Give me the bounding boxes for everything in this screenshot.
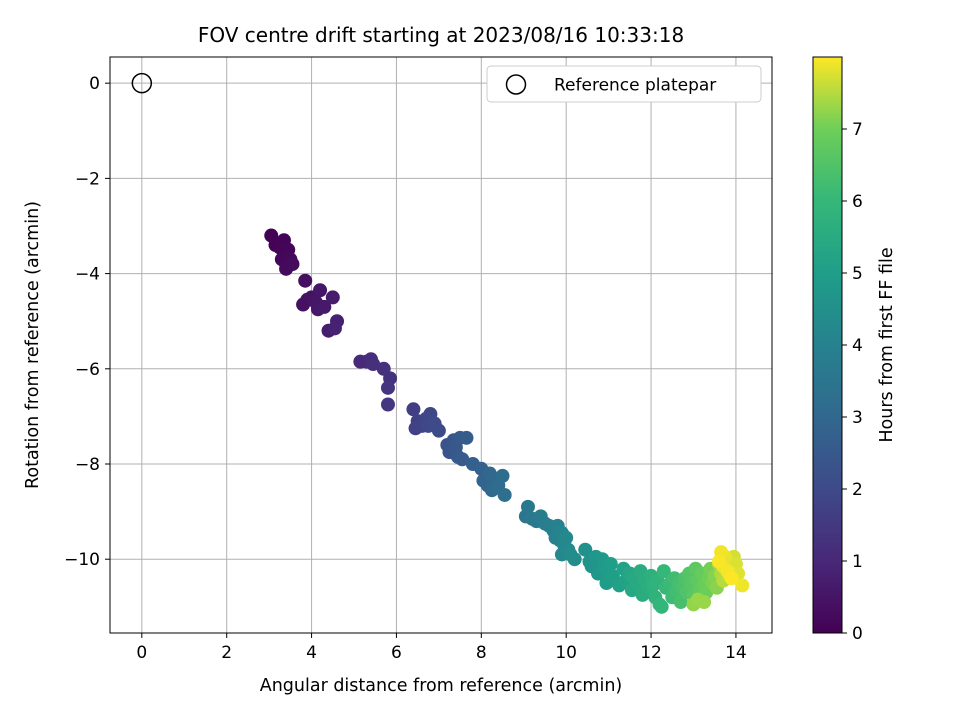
data-point xyxy=(380,397,395,412)
y-tick-label: 0 xyxy=(89,74,100,94)
data-point xyxy=(317,299,332,314)
data-point xyxy=(697,595,712,610)
colorbar-tick-label: 7 xyxy=(852,120,863,140)
colorbar-tick-label: 6 xyxy=(852,192,863,212)
colorbar-tick-label: 2 xyxy=(852,480,863,500)
y-axis-ticks: 0 −2 −4 −6 −8 −10 xyxy=(64,74,110,570)
grid-lines xyxy=(110,57,772,633)
y-tick-label: −10 xyxy=(64,550,100,570)
colorbar-ticks: 0 1 2 3 4 5 6 7 xyxy=(842,120,863,644)
x-tick-label: 14 xyxy=(725,643,747,663)
y-tick-label: −8 xyxy=(75,455,100,475)
x-tick-label: 8 xyxy=(476,643,487,663)
data-point xyxy=(559,530,574,545)
data-point xyxy=(654,599,669,614)
data-point xyxy=(520,499,535,514)
x-axis-ticks: 0 2 4 6 8 10 12 14 xyxy=(136,633,747,663)
y-tick-label: −6 xyxy=(75,360,100,380)
data-point xyxy=(656,564,671,579)
data-point xyxy=(495,468,510,483)
colorbar-tick-label: 4 xyxy=(852,336,863,356)
data-point xyxy=(327,321,342,336)
legend-label: Reference platepar xyxy=(554,76,716,96)
y-tick-label: −2 xyxy=(75,169,100,189)
chart-title: FOV centre drift starting at 2023/08/16 … xyxy=(198,23,684,47)
data-point xyxy=(735,578,750,593)
colorbar-label: Hours from first FF file xyxy=(877,247,897,442)
scatter-points xyxy=(264,228,750,614)
colorbar-tick-label: 1 xyxy=(852,552,863,572)
data-point xyxy=(603,556,618,571)
x-tick-label: 6 xyxy=(391,643,402,663)
data-point xyxy=(497,487,512,502)
colorbar xyxy=(812,56,843,634)
data-point xyxy=(724,571,739,586)
data-point xyxy=(298,273,313,288)
y-axis-label: Rotation from reference (arcmin) xyxy=(23,201,43,489)
data-point xyxy=(313,283,328,298)
x-tick-label: 4 xyxy=(306,643,317,663)
data-point xyxy=(285,257,300,272)
legend: Reference platepar xyxy=(486,65,762,103)
x-axis-label: Angular distance from reference (arcmin) xyxy=(260,676,623,696)
data-point xyxy=(711,554,726,569)
legend-marker-icon xyxy=(505,74,527,95)
reference-marker xyxy=(131,72,153,94)
data-point xyxy=(406,402,421,417)
colorbar-tick-label: 0 xyxy=(852,624,863,644)
x-tick-label: 2 xyxy=(221,643,232,663)
data-point xyxy=(431,423,446,438)
data-point xyxy=(578,542,593,557)
legend-box xyxy=(486,65,762,103)
data-point xyxy=(380,380,395,395)
data-point xyxy=(567,552,582,567)
colorbar-tick-label: 3 xyxy=(852,408,863,428)
data-point xyxy=(366,357,381,372)
data-point xyxy=(455,452,470,467)
x-tick-label: 10 xyxy=(555,643,577,663)
x-tick-label: 12 xyxy=(640,643,662,663)
plot-frame xyxy=(109,56,773,634)
data-point xyxy=(459,430,474,445)
x-tick-label: 0 xyxy=(136,643,147,663)
reference-point xyxy=(131,72,153,94)
data-point xyxy=(325,290,340,305)
y-tick-label: −4 xyxy=(75,265,100,285)
colorbar-tick-label: 5 xyxy=(852,264,863,284)
